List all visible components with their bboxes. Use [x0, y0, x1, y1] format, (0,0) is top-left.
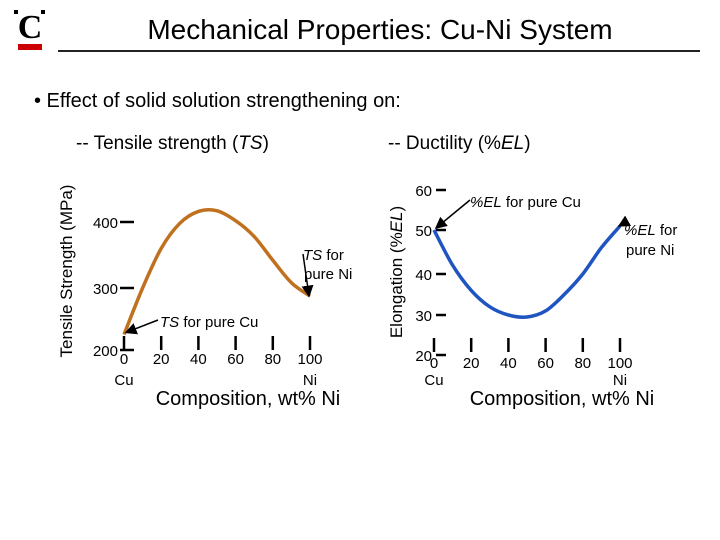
el-x-end-label-ni: Ni	[613, 372, 627, 389]
ts-y-tick-label: 300	[93, 281, 118, 298]
ts-x-ticks: 0 20 40 60 80 100	[120, 336, 323, 368]
ts-annotation-pure-ni-em: TS	[303, 247, 322, 264]
logo-letter: C	[18, 9, 43, 46]
el-annotation-pure-cu-em: %EL	[470, 194, 502, 211]
el-x-end-label-cu: Cu	[424, 372, 443, 389]
ts-annotation-pure-ni: TS for	[303, 247, 344, 264]
ts-y-tick-label: 400	[93, 215, 118, 232]
el-x-ticks: 0 20 40 60 80 100	[430, 338, 633, 372]
subheading-tensile-em: TS	[238, 133, 263, 154]
el-annotation-pure-ni: %EL for	[624, 222, 677, 239]
ts-x-tick-label: 40	[190, 351, 207, 368]
subheading-ductility-prefix: -- Ductility (%	[388, 133, 501, 154]
el-y-tick-label: 50	[415, 223, 432, 240]
el-curve-line	[432, 224, 622, 319]
el-x-tick-label: 40	[500, 355, 517, 372]
el-y-axis-title-em: EL	[387, 212, 406, 233]
el-x-tick-label: 20	[463, 355, 480, 372]
logo-red-bar	[18, 44, 42, 50]
university-logo: C	[14, 9, 45, 50]
subheading-tensile: -- Tensile strength (TS)	[76, 133, 269, 155]
el-y-tick-label: 20	[415, 348, 432, 365]
ts-x-end-label-cu: Cu	[114, 372, 133, 389]
el-x-tick-label: 80	[574, 355, 591, 372]
el-x-axis-title: Composition, wt% Ni	[470, 388, 655, 410]
ts-x-tick-label: 20	[153, 351, 170, 368]
el-x-tick-label: 0	[430, 355, 438, 372]
ts-curve-line	[122, 207, 312, 336]
el-y-ticks: 20 30 40 50 60	[415, 183, 446, 365]
title-underline	[58, 50, 700, 52]
bullet-text: • Effect of solid solution strengthening…	[34, 90, 401, 112]
el-y-axis-title-prefix: Elongation (%	[387, 232, 406, 338]
ts-arrow-pure-ni	[301, 253, 314, 298]
ts-annotation-pure-ni-line2: pure Ni	[304, 266, 352, 283]
logo-paw-dot	[14, 10, 18, 14]
el-y-tick-label: 30	[415, 308, 432, 325]
logo-paw-dot	[41, 10, 45, 14]
ts-x-tick-label: 80	[264, 351, 281, 368]
el-annotation-pure-ni-em: %EL	[624, 222, 656, 239]
subheading-tensile-prefix: -- Tensile strength (	[76, 133, 239, 154]
slide-title: Mechanical Properties: Cu-Ni System	[147, 14, 613, 45]
ts-y-ticks: 200 300 400	[93, 215, 134, 360]
el-annotation-pure-cu-text: for pure Cu	[502, 194, 581, 211]
subheading-tensile-suffix: )	[262, 133, 269, 154]
el-arrow-pure-ni	[617, 215, 632, 227]
ts-x-tick-label: 60	[227, 351, 244, 368]
ts-annotation-pure-ni-text: for	[322, 247, 344, 264]
el-x-tick-label: 100	[607, 355, 632, 372]
el-x-tick-label: 60	[537, 355, 554, 372]
el-y-tick-label: 60	[415, 183, 432, 200]
ts-x-tick-label: 0	[120, 351, 128, 368]
el-y-axis-title: Elongation (%EL)	[387, 206, 406, 338]
ts-y-tick-label: 200	[93, 343, 118, 360]
subheading-ductility-suffix: )	[524, 133, 531, 154]
ts-x-axis-title: Composition, wt% Ni	[156, 388, 341, 410]
ts-arrow-pure-cu	[124, 319, 159, 335]
ts-y-axis-title: Tensile Strength (MPa)	[57, 185, 76, 358]
ts-chart: Tensile Strength (MPa) 200 300 400 0 20 40 60…	[57, 185, 352, 410]
ts-x-end-label-ni: Ni	[303, 372, 317, 389]
ts-annotation-pure-cu-text: for pure Cu	[179, 314, 258, 331]
subheading-ductility: -- Ductility (%EL)	[388, 133, 531, 155]
el-annotation-pure-cu: %EL for pure Cu	[470, 194, 581, 211]
subheading-ductility-em: EL	[500, 133, 525, 154]
el-arrow-pure-cu	[434, 199, 471, 229]
el-y-axis-title-suffix: )	[387, 206, 406, 212]
ts-x-tick-label: 100	[297, 351, 322, 368]
ts-annotation-pure-cu: TS for pure Cu	[160, 314, 258, 331]
el-annotation-pure-ni-text: for	[656, 222, 678, 239]
ts-annotation-pure-cu-em: TS	[160, 314, 179, 331]
el-y-tick-label: 40	[415, 267, 432, 284]
el-annotation-pure-ni-line2: pure Ni	[626, 242, 674, 259]
